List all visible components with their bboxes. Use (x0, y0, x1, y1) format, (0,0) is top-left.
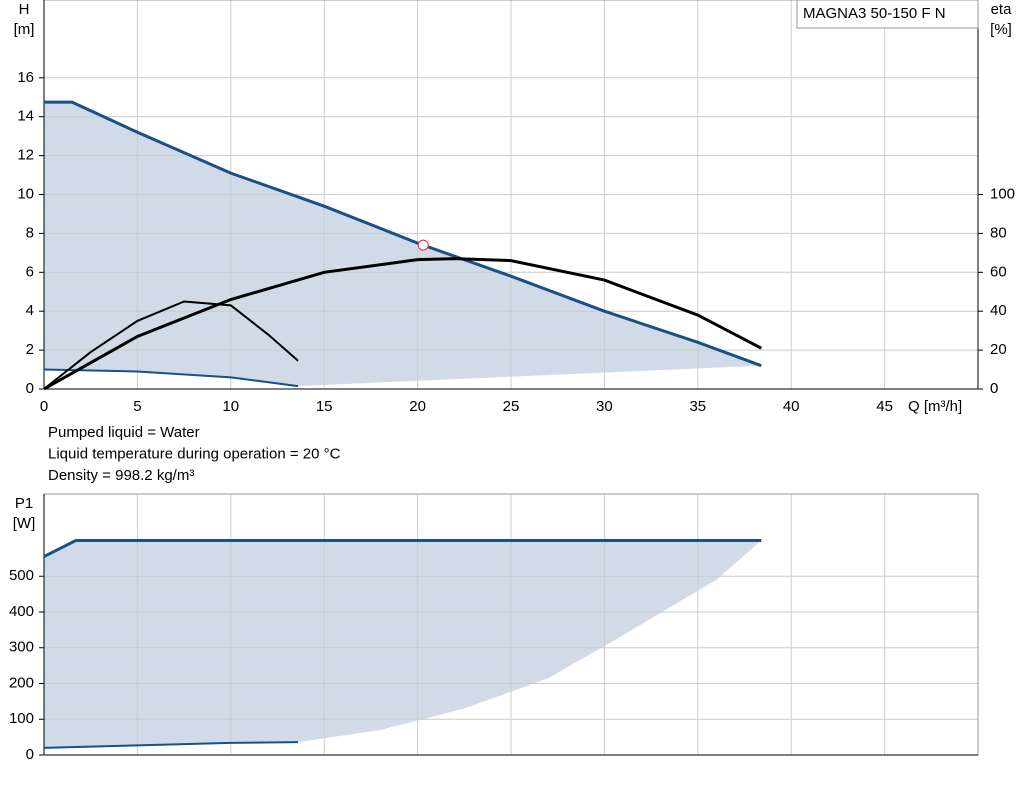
x-tick-label: 40 (783, 398, 800, 415)
x-tick-label: 35 (689, 398, 706, 415)
x-tick-label: 25 (503, 398, 520, 415)
y-tick-label: 400 (9, 603, 34, 620)
curve (44, 100, 762, 368)
y-tick-label: 8 (26, 224, 34, 241)
operating-point (417, 239, 429, 251)
y-axis-label: P1 (15, 495, 33, 512)
y-tick-label: 100 (9, 710, 34, 727)
y2-tick-label: 0 (990, 380, 998, 397)
operating-area (44, 540, 762, 748)
note: Pumped liquid = Water (48, 424, 200, 441)
x-tick-label: 45 (876, 398, 893, 415)
x-tick-label: 10 (222, 398, 239, 415)
y-axis-label: [m] (14, 21, 35, 38)
y2-tick-label: 60 (990, 263, 1007, 280)
y-tick-label: 14 (17, 108, 34, 125)
model-box (796, 0, 979, 29)
y2-axis-label: eta (991, 1, 1013, 18)
y-tick-label: 0 (26, 746, 34, 763)
curve (43, 741, 299, 749)
y2-tick-label: 20 (990, 341, 1007, 358)
x-tick-label: 5 (133, 398, 141, 415)
curve (43, 300, 299, 390)
x-tick-label: 20 (409, 398, 426, 415)
x-axis-label: Q [m³/h] (908, 398, 962, 415)
operating-area (44, 102, 762, 387)
model-label: MAGNA3 50-150 F N (803, 5, 946, 22)
x-tick-label: 30 (596, 398, 613, 415)
y-tick-label: 16 (17, 69, 34, 86)
y2-tick-label: 100 (990, 185, 1015, 202)
y-tick-label: 12 (17, 147, 34, 164)
y2-axis-label: [%] (990, 21, 1012, 38)
note: Density = 998.2 kg/m³ (48, 467, 194, 484)
y2-tick-label: 40 (990, 302, 1007, 319)
curve (43, 368, 299, 388)
curve (43, 538, 762, 558)
y-tick-label: 2 (26, 341, 34, 358)
curve (43, 257, 763, 391)
y-tick-label: 6 (26, 263, 34, 280)
x-tick-label: 15 (316, 398, 333, 415)
y2-tick-label: 80 (990, 224, 1007, 241)
y-tick-label: 4 (26, 302, 34, 319)
y-tick-label: 200 (9, 674, 34, 691)
y-tick-label: 0 (26, 380, 34, 397)
note: Liquid temperature during operation = 20… (48, 445, 341, 462)
x-tick-label: 0 (40, 398, 48, 415)
y-tick-label: 10 (17, 185, 34, 202)
y-axis-label: H (19, 1, 30, 18)
y-axis-label: [W] (13, 515, 36, 532)
y-tick-label: 500 (9, 567, 34, 584)
y-tick-label: 300 (9, 639, 34, 656)
